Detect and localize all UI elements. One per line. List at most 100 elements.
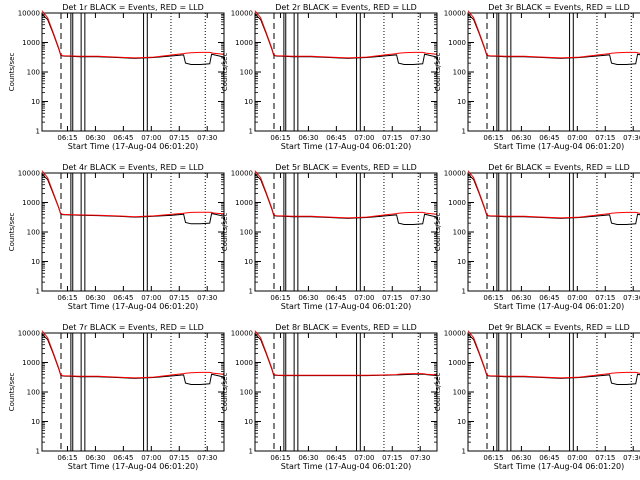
y-tick-label: 10	[31, 418, 40, 426]
y-tick-label: 1000	[448, 199, 466, 207]
y-tick-label: 100	[453, 229, 466, 237]
x-tick-label: 07:00	[354, 134, 374, 142]
x-tick-label: 07:00	[141, 294, 161, 302]
x-tick-label: 06:30	[511, 134, 531, 142]
y-tick-label: 1	[249, 128, 253, 136]
x-tick-label: 06:15	[483, 134, 503, 142]
x-tick-label: 07:30	[197, 454, 217, 462]
y-tick-label: 1000	[22, 199, 40, 207]
x-tick-label: 07:00	[567, 134, 587, 142]
x-tick-label: 07:15	[382, 294, 402, 302]
series-lld-line	[467, 330, 640, 379]
y-tick-label: 10000	[444, 170, 466, 178]
x-tick-label: 06:45	[113, 294, 133, 302]
x-tick-label: 07:15	[169, 454, 189, 462]
x-tick-label: 07:15	[382, 134, 402, 142]
x-tick-label: 06:30	[511, 294, 531, 302]
x-tick-label: 07:30	[623, 294, 640, 302]
x-tick-label: 06:45	[539, 134, 559, 142]
y-tick-label: 100	[453, 69, 466, 77]
y-axis-label: Counts/sec	[221, 213, 229, 252]
x-tick-label: 06:30	[85, 134, 105, 142]
y-tick-label: 1	[462, 128, 466, 136]
y-axis-label: Counts/sec	[8, 53, 16, 92]
detector-panel-3: Det 3r BLACK = Events, RED = LLD 1 10 100 10…	[434, 3, 640, 151]
x-axis-label: Start Time (17-Aug-04 06:01:20)	[281, 462, 412, 471]
x-tick-label: 07:15	[595, 454, 615, 462]
x-tick-label: 06:45	[113, 134, 133, 142]
detector-panel-9: Det 9r BLACK = Events, RED = LLD 1 10 100 10…	[434, 323, 640, 471]
panel-title: Det 8r BLACK = Events, RED = LLD	[275, 323, 417, 332]
series-lld-line	[41, 170, 225, 218]
detector-panel-6: Det 6r BLACK = Events, RED = LLD 1 10 100 10…	[434, 163, 640, 311]
x-tick-label: 07:15	[595, 134, 615, 142]
x-tick-label: 06:45	[326, 454, 346, 462]
x-tick-label: 06:15	[57, 134, 77, 142]
x-tick-label: 07:15	[169, 134, 189, 142]
y-tick-label: 10	[244, 98, 253, 106]
x-tick-label: 06:15	[57, 294, 77, 302]
y-tick-label: 100	[27, 389, 40, 397]
series-lld-line	[254, 170, 438, 219]
x-tick-label: 07:00	[567, 454, 587, 462]
y-tick-label: 10000	[18, 10, 40, 18]
x-axis-label: Start Time (17-Aug-04 06:01:20)	[494, 142, 625, 151]
y-tick-label: 1000	[235, 39, 253, 47]
x-tick-label: 07:30	[410, 134, 430, 142]
series-lld-line	[41, 10, 225, 59]
y-tick-label: 1000	[448, 39, 466, 47]
x-tick-label: 07:00	[141, 134, 161, 142]
y-tick-label: 100	[240, 229, 253, 237]
detector-panel-8: Det 8r BLACK = Events, RED = LLD 1 10 100 10…	[221, 323, 438, 471]
y-tick-label: 10000	[231, 10, 253, 18]
x-tick-label: 07:00	[141, 454, 161, 462]
x-tick-label: 06:30	[298, 134, 318, 142]
x-tick-label: 06:30	[298, 454, 318, 462]
x-tick-label: 06:30	[85, 294, 105, 302]
x-axis-label: Start Time (17-Aug-04 06:01:20)	[68, 302, 199, 311]
y-axis-label: Counts/sec	[221, 373, 229, 412]
y-tick-label: 1000	[235, 199, 253, 207]
y-tick-label: 10000	[18, 170, 40, 178]
y-tick-label: 10000	[231, 170, 253, 178]
x-tick-label: 06:45	[326, 134, 346, 142]
series-lld-line	[254, 10, 438, 59]
y-tick-label: 10000	[18, 330, 40, 338]
y-tick-label: 100	[240, 389, 253, 397]
panel-title: Det 7r BLACK = Events, RED = LLD	[62, 323, 204, 332]
x-tick-label: 06:15	[483, 294, 503, 302]
x-tick-label: 07:30	[410, 454, 430, 462]
panel-title: Det 6r BLACK = Events, RED = LLD	[488, 163, 630, 172]
y-axis-label: Counts/sec	[434, 213, 442, 252]
x-tick-label: 07:15	[169, 294, 189, 302]
y-tick-label: 10	[457, 258, 466, 266]
x-axis-label: Start Time (17-Aug-04 06:01:20)	[281, 302, 412, 311]
x-tick-label: 07:30	[623, 454, 640, 462]
x-tick-label: 07:00	[567, 294, 587, 302]
y-tick-label: 1	[249, 288, 253, 296]
y-tick-label: 1000	[448, 359, 466, 367]
panel-title: Det 2r BLACK = Events, RED = LLD	[275, 3, 417, 12]
y-tick-label: 10000	[444, 330, 466, 338]
x-tick-label: 06:30	[298, 294, 318, 302]
x-tick-label: 06:45	[539, 294, 559, 302]
x-tick-label: 06:30	[511, 454, 531, 462]
y-axis-label: Counts/sec	[8, 213, 16, 252]
x-tick-label: 07:00	[354, 454, 374, 462]
y-axis-label: Counts/sec	[8, 373, 16, 412]
x-tick-label: 06:15	[270, 294, 290, 302]
panel-title: Det 1r BLACK = Events, RED = LLD	[62, 3, 204, 12]
y-tick-label: 1	[462, 448, 466, 456]
x-axis-label: Start Time (17-Aug-04 06:01:20)	[281, 142, 412, 151]
y-tick-label: 1000	[22, 359, 40, 367]
x-tick-label: 06:45	[113, 454, 133, 462]
detector-panel-4: Det 4r BLACK = Events, RED = LLD 1 10 100 10…	[8, 163, 225, 311]
x-tick-label: 06:30	[85, 454, 105, 462]
x-tick-label: 07:30	[197, 134, 217, 142]
y-tick-label: 100	[27, 229, 40, 237]
y-tick-label: 1	[36, 448, 40, 456]
y-tick-label: 10	[31, 98, 40, 106]
y-tick-label: 1	[36, 288, 40, 296]
